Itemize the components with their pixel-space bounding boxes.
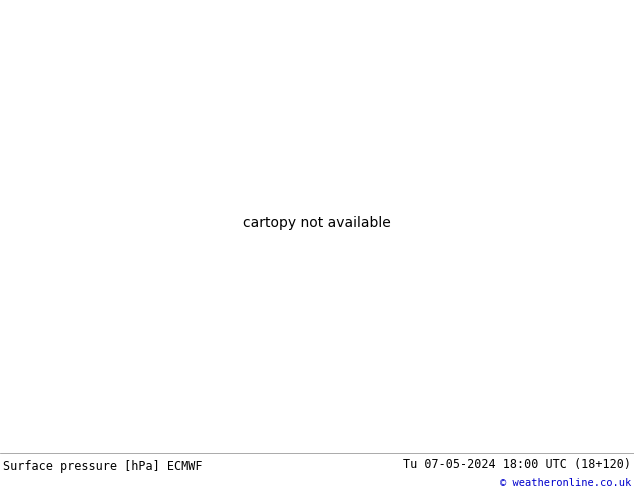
Text: cartopy not available: cartopy not available	[243, 216, 391, 230]
Text: Surface pressure [hPa] ECMWF: Surface pressure [hPa] ECMWF	[3, 460, 203, 473]
Text: © weatheronline.co.uk: © weatheronline.co.uk	[500, 478, 631, 488]
Text: Tu 07-05-2024 18:00 UTC (18+120): Tu 07-05-2024 18:00 UTC (18+120)	[403, 458, 631, 471]
